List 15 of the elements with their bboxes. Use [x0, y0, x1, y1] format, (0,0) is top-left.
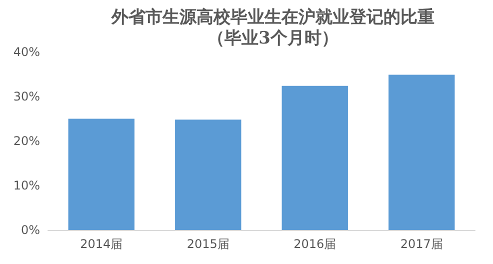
- x-tick-label: 2014届: [80, 237, 123, 251]
- bar: [175, 120, 242, 230]
- bar: [282, 86, 348, 230]
- bar: [68, 118, 134, 230]
- bar: [388, 74, 455, 230]
- chart-title: 外省市生源高校毕业生在沪就业登记的比重: [110, 8, 434, 28]
- y-tick-label: 20%: [13, 134, 40, 148]
- y-tick-label: 10%: [13, 178, 40, 192]
- y-tick-label: 40%: [13, 45, 40, 59]
- y-tick-label: 30%: [13, 90, 40, 104]
- y-tick-label: 0%: [20, 223, 40, 237]
- chart-subtitle: （毕业3个月时）: [208, 28, 338, 48]
- x-tick-label: 2016届: [294, 237, 336, 251]
- x-tick-label: 2017届: [400, 237, 443, 251]
- x-tick-label: 2015届: [186, 237, 230, 251]
